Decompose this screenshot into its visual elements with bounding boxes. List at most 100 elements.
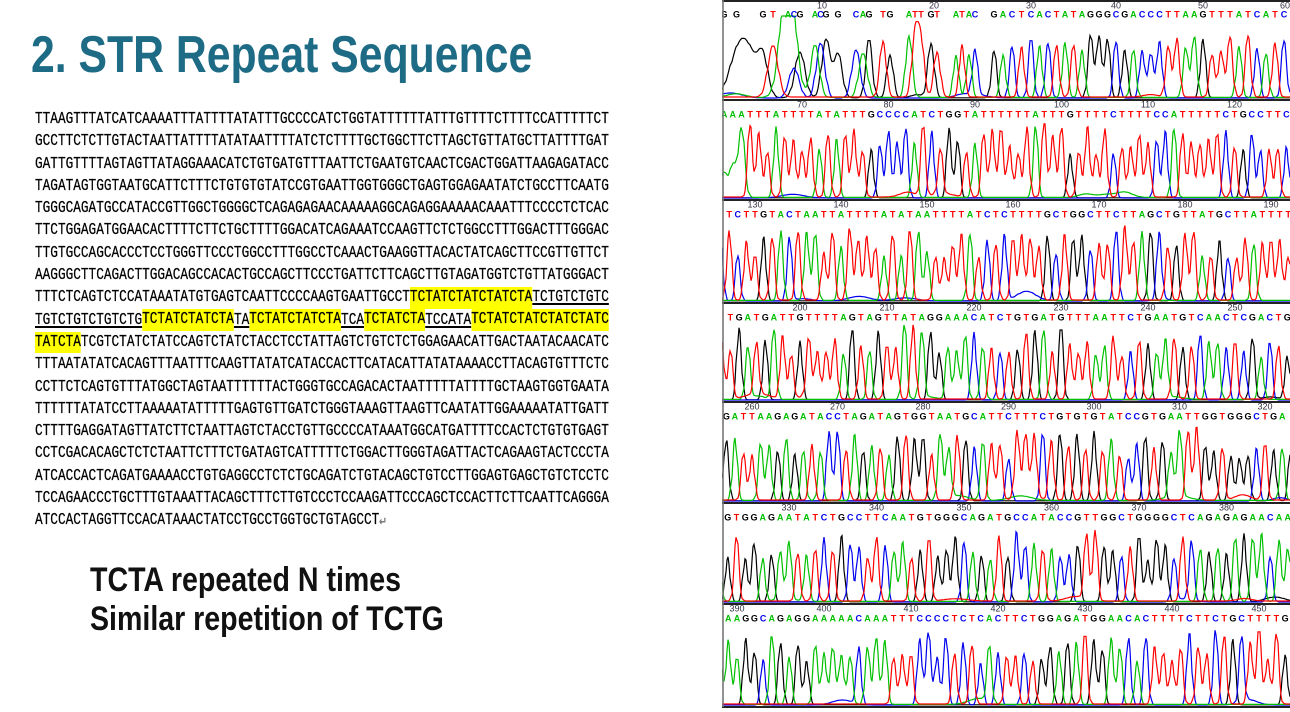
svg-text:T: T: [1189, 313, 1195, 323]
svg-text:T: T: [959, 210, 965, 220]
svg-text:G: G: [838, 513, 845, 523]
svg-text:T: T: [1285, 210, 1290, 220]
svg-text:G: G: [952, 513, 959, 523]
svg-text:G: G: [1240, 513, 1247, 523]
svg-text:T: T: [941, 210, 947, 220]
svg-text:C: C: [972, 10, 979, 20]
svg-text:A: A: [945, 313, 952, 323]
svg-text:G: G: [791, 412, 798, 422]
svg-text:A: A: [898, 210, 905, 220]
svg-text:T: T: [890, 210, 896, 220]
svg-text:A: A: [962, 313, 969, 323]
svg-text:C: C: [1125, 614, 1132, 624]
svg-text:T: T: [1059, 110, 1065, 120]
svg-text:A: A: [785, 10, 792, 20]
svg-text:C: C: [977, 614, 984, 624]
svg-text:G: G: [1223, 513, 1230, 523]
svg-text:G: G: [1173, 210, 1180, 220]
svg-text:A: A: [900, 513, 907, 523]
svg-text:T: T: [1137, 110, 1143, 120]
svg-text:A: A: [966, 10, 973, 20]
svg-text:A: A: [1031, 513, 1038, 523]
svg-text:C: C: [960, 614, 967, 624]
svg-text:C: C: [903, 110, 910, 120]
svg-text:T: T: [1234, 210, 1240, 220]
svg-text:T: T: [1275, 110, 1281, 120]
svg-text:T: T: [1119, 313, 1125, 323]
svg-text:100: 100: [1054, 100, 1069, 110]
svg-text:50: 50: [1198, 1, 1208, 11]
svg-text:G: G: [796, 10, 803, 20]
svg-text:T: T: [1180, 110, 1186, 120]
svg-text:A: A: [803, 210, 810, 220]
svg-text:G: G: [1236, 412, 1243, 422]
svg-text:G: G: [1144, 313, 1151, 323]
svg-text:T: T: [950, 210, 956, 220]
svg-text:T: T: [1145, 110, 1151, 120]
svg-text:G: G: [990, 10, 997, 20]
svg-text:T: T: [770, 10, 776, 20]
svg-text:G: G: [945, 110, 952, 120]
svg-text:T: T: [952, 614, 958, 624]
svg-text:130: 130: [747, 200, 762, 210]
svg-text:T: T: [1197, 110, 1203, 120]
svg-text:T: T: [1232, 313, 1238, 323]
svg-text:T: T: [912, 10, 918, 20]
svg-text:C: C: [856, 513, 863, 523]
svg-text:T: T: [799, 110, 805, 120]
svg-text:T: T: [864, 210, 870, 220]
svg-text:T: T: [1191, 210, 1197, 220]
svg-text:T: T: [1007, 110, 1013, 120]
svg-text:T: T: [1015, 110, 1021, 120]
svg-text:C: C: [856, 614, 863, 624]
svg-text:A: A: [953, 313, 960, 323]
svg-text:T: T: [860, 110, 866, 120]
svg-text:C: C: [1253, 412, 1260, 422]
svg-text:T: T: [1036, 210, 1042, 220]
svg-text:T: T: [893, 313, 899, 323]
svg-text:T: T: [1174, 10, 1180, 20]
svg-text:T: T: [744, 210, 750, 220]
svg-text:C: C: [1197, 313, 1204, 323]
svg-text:G: G: [1014, 313, 1021, 323]
svg-text:T: T: [878, 412, 884, 422]
svg-text:A: A: [924, 210, 931, 220]
svg-text:C: C: [791, 10, 798, 20]
svg-text:A: A: [911, 110, 918, 120]
svg-text:A: A: [1168, 412, 1175, 422]
svg-text:T: T: [1180, 513, 1186, 523]
svg-text:A: A: [1279, 412, 1286, 422]
svg-text:A: A: [860, 10, 867, 20]
svg-text:C: C: [1153, 110, 1160, 120]
svg-text:C: C: [1283, 110, 1290, 120]
svg-text:T: T: [812, 513, 818, 523]
svg-text:T: T: [1024, 110, 1030, 120]
svg-text:A: A: [1258, 313, 1265, 323]
svg-text:C: C: [1186, 614, 1193, 624]
svg-text:T: T: [1128, 110, 1134, 120]
svg-text:T: T: [909, 513, 915, 523]
svg-text:40: 40: [1111, 1, 1121, 11]
svg-text:C: C: [943, 614, 950, 624]
svg-text:T: T: [830, 210, 836, 220]
svg-text:C: C: [1110, 110, 1117, 120]
svg-text:C: C: [1223, 110, 1230, 120]
svg-text:420: 420: [990, 604, 1005, 614]
svg-text:T: T: [918, 10, 924, 20]
svg-text:T: T: [1100, 412, 1106, 422]
svg-text:A: A: [1134, 614, 1141, 624]
svg-text:G: G: [1057, 313, 1064, 323]
svg-text:160: 160: [1005, 200, 1020, 210]
svg-text:A: A: [812, 10, 819, 20]
svg-text:T: T: [998, 110, 1004, 120]
svg-text:90: 90: [970, 100, 980, 110]
svg-text:C: C: [1021, 614, 1028, 624]
svg-text:C: C: [1009, 10, 1016, 20]
svg-text:G: G: [1202, 412, 1209, 422]
svg-text:T: T: [900, 614, 906, 624]
svg-text:T: T: [1137, 313, 1143, 323]
svg-text:G: G: [1159, 412, 1166, 422]
svg-text:T: T: [1085, 110, 1091, 120]
svg-text:G: G: [762, 313, 769, 323]
svg-text:T: T: [1084, 313, 1090, 323]
